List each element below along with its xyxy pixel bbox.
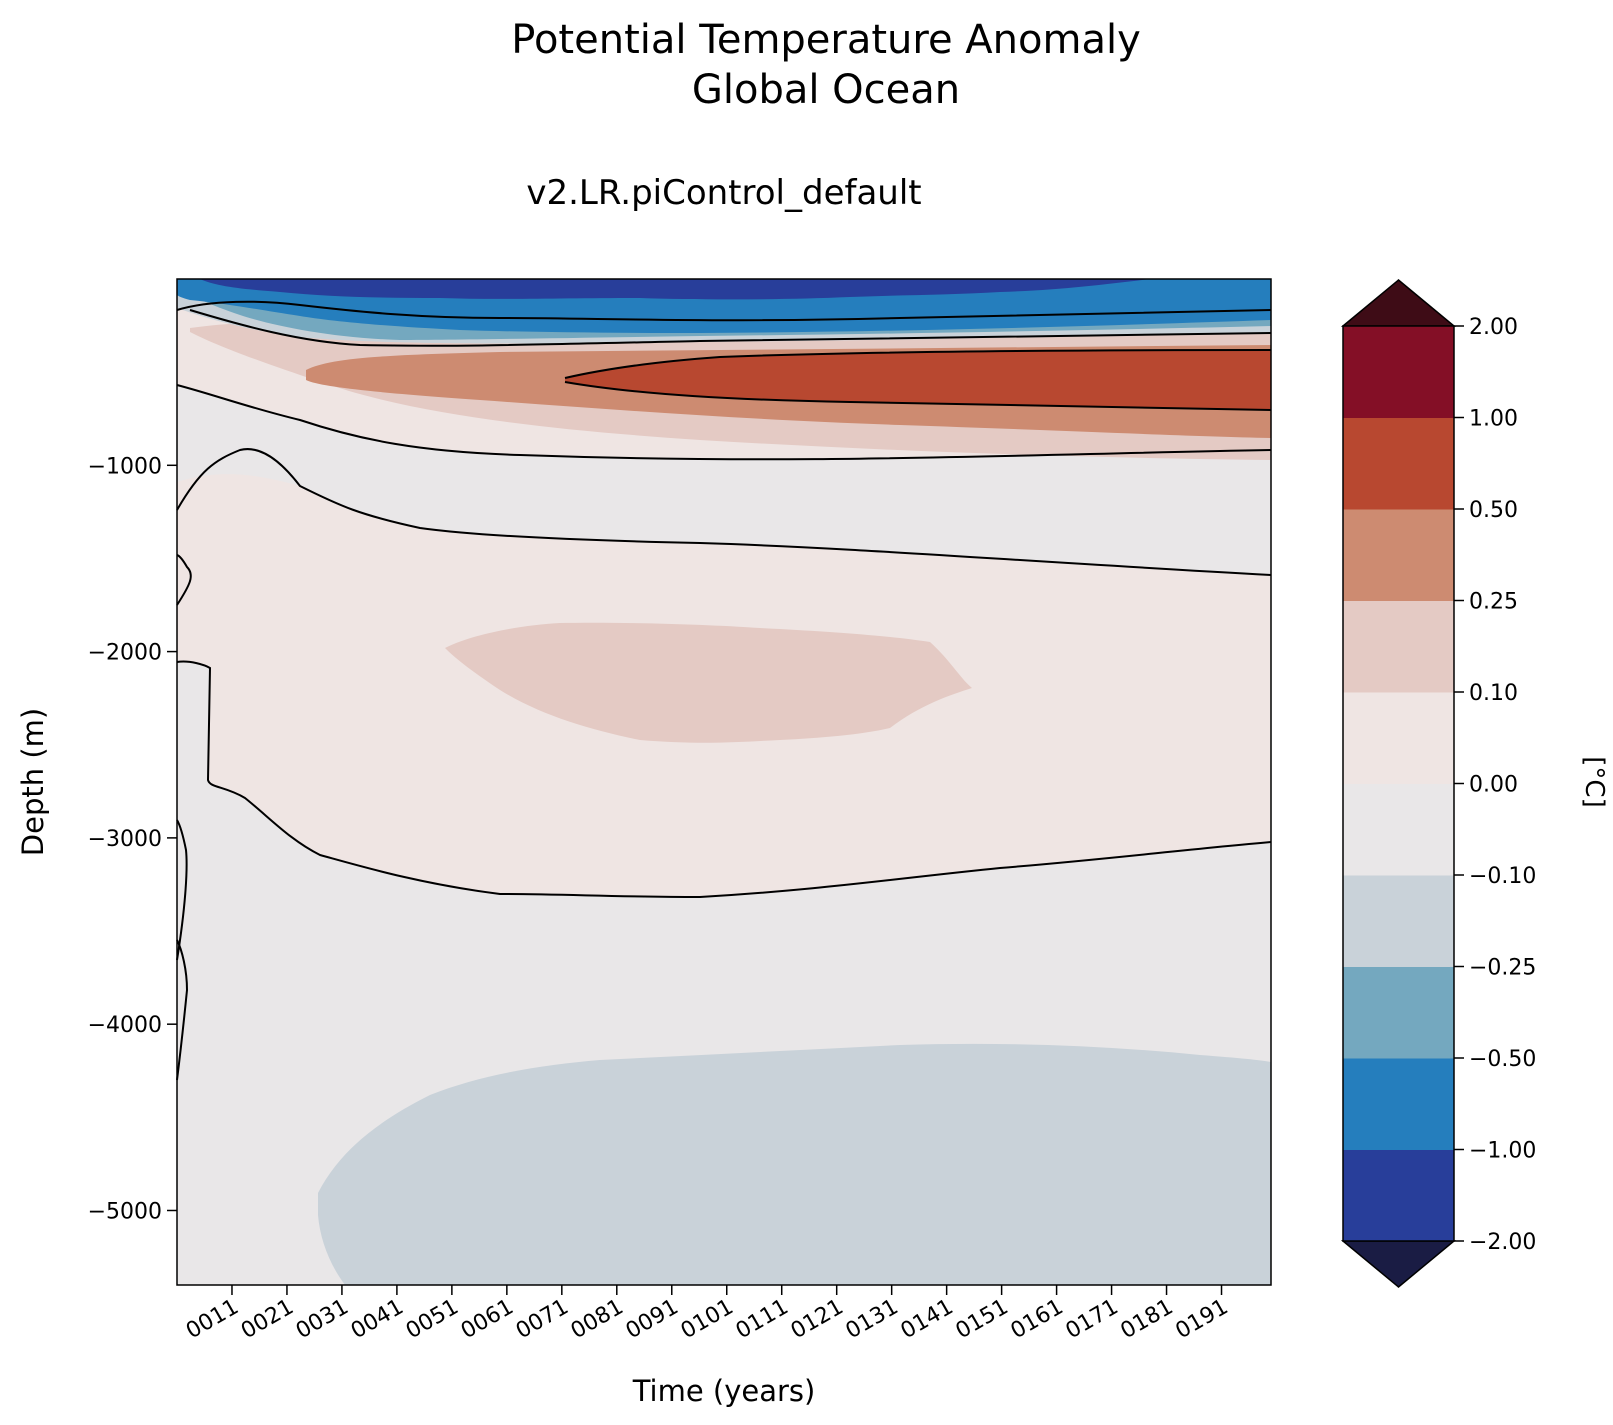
colorbar-swatch bbox=[1343, 417, 1454, 510]
region-fill-01-025-middepth bbox=[445, 622, 972, 743]
y-tick-label: −2000 bbox=[88, 641, 162, 666]
contour-fill-layer bbox=[177, 279, 1271, 1285]
contour-line bbox=[176, 448, 1272, 576]
chart-title-line2: Global Ocean bbox=[692, 67, 960, 113]
colorbar-tick-label: −1.00 bbox=[1469, 1139, 1536, 1164]
x-tick-label: 0101 bbox=[677, 1295, 738, 1345]
contour-line bbox=[564, 349, 1272, 379]
x-tick-label: 0041 bbox=[347, 1295, 408, 1345]
y-axis-label: Depth (m) bbox=[16, 708, 50, 856]
colorbar-swatch bbox=[1343, 692, 1454, 784]
chart-subtitle: v2.LR.piControl_default bbox=[526, 173, 921, 213]
x-tick-label: 0191 bbox=[1172, 1295, 1233, 1345]
colorbar-swatch bbox=[1343, 509, 1454, 601]
x-tick-label: 0141 bbox=[897, 1295, 958, 1345]
colorbar-under-extend bbox=[1340, 1240, 1457, 1288]
x-tick-label: 0091 bbox=[622, 1295, 683, 1345]
colorbar-swatch bbox=[1343, 1149, 1454, 1242]
contour-line bbox=[176, 660, 1272, 899]
x-tick-label: 0021 bbox=[237, 1295, 298, 1345]
colorbar-swatch bbox=[1343, 875, 1454, 967]
x-tick-label: 0151 bbox=[952, 1295, 1013, 1345]
y-tick-label: −3000 bbox=[88, 827, 162, 852]
x-tick-label: 0161 bbox=[1007, 1295, 1068, 1345]
plot-area bbox=[176, 279, 1272, 1285]
colorbar-tick-label: −0.25 bbox=[1469, 956, 1536, 981]
y-tick-label: −5000 bbox=[88, 1199, 162, 1224]
x-tick-label: 0051 bbox=[402, 1295, 463, 1345]
x-tick-label: 0181 bbox=[1117, 1295, 1178, 1345]
colorbar-tick-label: 0.00 bbox=[1469, 773, 1518, 798]
colorbar: −2.00 −1.00 −0.50 −0.25 −0.10 0.00 0.10 0.25 0.5… bbox=[1340, 279, 1536, 1288]
plot-frame bbox=[176, 278, 1272, 1286]
contour-line bbox=[176, 819, 188, 961]
colorbar-label: [°C] bbox=[1579, 756, 1609, 807]
x-tick-label: 0061 bbox=[457, 1295, 518, 1345]
region-fill-m2-m1 bbox=[200, 279, 1150, 300]
x-tick-label: 0011 bbox=[182, 1295, 243, 1345]
colorbar-tick-label: −0.50 bbox=[1469, 1047, 1536, 1072]
colorbar-tick-label: 0.25 bbox=[1469, 590, 1518, 615]
x-tick-label: 0121 bbox=[787, 1295, 848, 1345]
x-axis: 0011002100310041005100610071008100910101… bbox=[182, 1285, 1233, 1344]
colorbar-swatch bbox=[1343, 1058, 1454, 1150]
colorbar-swatch bbox=[1343, 783, 1454, 876]
colorbar-tick-label: 1.00 bbox=[1469, 407, 1518, 432]
contour-line bbox=[176, 939, 189, 1081]
contour-line bbox=[564, 381, 1272, 411]
x-tick-label: 0131 bbox=[842, 1295, 903, 1345]
contour-line bbox=[176, 554, 192, 606]
colorbar-tick-label: 0.10 bbox=[1469, 681, 1518, 706]
contour-line bbox=[189, 309, 1272, 347]
x-tick-label: 0111 bbox=[732, 1295, 793, 1345]
colorbar-swatch bbox=[1343, 326, 1454, 418]
colorbar-tick-label: 0.50 bbox=[1469, 498, 1518, 523]
x-tick-label: 0081 bbox=[567, 1295, 628, 1345]
x-tick-label: 0171 bbox=[1062, 1295, 1123, 1345]
colorbar-swatch bbox=[1343, 600, 1454, 693]
colorbar-tick-label: −2.00 bbox=[1469, 1230, 1536, 1255]
contour-lines bbox=[176, 300, 1272, 1081]
region-fill-m025-m01-abyssal bbox=[318, 1043, 1271, 1285]
colorbar-swatch bbox=[1343, 966, 1454, 1059]
colorbar-tick-label: −0.10 bbox=[1469, 864, 1536, 889]
y-axis: −1000 −2000 −3000 −4000 −5000 bbox=[88, 454, 177, 1224]
colorbar-over-extend bbox=[1340, 279, 1457, 327]
x-axis-label: Time (years) bbox=[632, 1374, 816, 1408]
colorbar-tick-label: 2.00 bbox=[1469, 315, 1518, 340]
contour-line bbox=[176, 384, 1272, 461]
region-fill-05-1 bbox=[565, 350, 1271, 410]
contour-line bbox=[176, 300, 1272, 322]
x-tick-label: 0071 bbox=[512, 1295, 573, 1345]
y-tick-label: −4000 bbox=[88, 1013, 162, 1038]
x-tick-label: 0031 bbox=[292, 1295, 353, 1345]
chart-title-line1: Potential Temperature Anomaly bbox=[511, 17, 1141, 63]
y-tick-label: −1000 bbox=[88, 454, 162, 479]
